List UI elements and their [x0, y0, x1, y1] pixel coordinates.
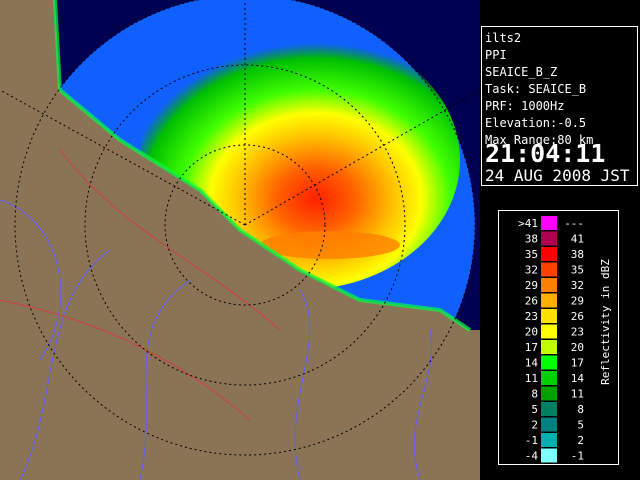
- legend-swatch: [541, 417, 557, 432]
- legend-low: 35: [525, 248, 538, 261]
- info-text: ilts2 PPI SEAICE_B_Z Task: SEAICE_B PRF: 100…: [485, 31, 630, 185]
- legend-box: [498, 210, 619, 465]
- legend-low: 17: [525, 341, 538, 354]
- legend-low: -1: [525, 434, 538, 447]
- info-line: Task: SEAICE_B: [485, 82, 586, 96]
- terrain: [0, 0, 480, 480]
- legend-high: 38: [571, 248, 584, 261]
- legend-swatch: [541, 231, 557, 246]
- coast-echo: [53, 0, 472, 332]
- legend-high: 8: [577, 403, 584, 416]
- legend-high: ---: [564, 217, 584, 230]
- legend-swatch: [541, 324, 557, 339]
- legend-high: 20: [571, 341, 584, 354]
- legend-low: 26: [525, 295, 538, 308]
- info-line: ilts2: [485, 31, 521, 45]
- legend-low: 14: [525, 357, 539, 370]
- legend-high: 35: [571, 264, 584, 277]
- legend-swatch: [541, 371, 557, 385]
- legend-swatch: [541, 355, 557, 370]
- legend-high: 14: [571, 372, 585, 385]
- legend-high: 32: [571, 279, 584, 292]
- legend-low: 32: [525, 264, 538, 277]
- range-rings: [0, 0, 481, 456]
- legend-low: 38: [525, 233, 538, 246]
- legend-high: 17: [571, 357, 584, 370]
- legend-swatch: [541, 216, 557, 230]
- legend-low: 8: [531, 388, 538, 401]
- legend-swatch: [541, 402, 557, 416]
- legend: >41 --- 38 41 35 38 32 35 29 32 26 29 23 26 20 23 17 20 14…: [518, 216, 584, 463]
- legend-high: 2: [577, 434, 584, 447]
- legend-swatch: [541, 278, 557, 292]
- legend-low: 29: [525, 279, 538, 292]
- legend-high: 11: [571, 388, 584, 401]
- info-line: PPI: [485, 48, 507, 62]
- legend-swatch: [541, 448, 557, 463]
- info-line: Max Range:80 km: [485, 133, 593, 147]
- legend-high: -1: [571, 450, 584, 463]
- legend-high: 23: [571, 326, 584, 339]
- legend-high: 41: [571, 233, 584, 246]
- legend-low: 2: [531, 419, 538, 432]
- legend-swatch: [541, 433, 557, 447]
- echo-band: [260, 231, 400, 259]
- info-line: SEAICE_B_Z: [485, 65, 557, 79]
- legend-low: >41: [518, 217, 538, 230]
- legend-swatch: [541, 386, 557, 401]
- legend-low: -4: [525, 450, 539, 463]
- legend-low: 11: [525, 372, 538, 385]
- date: 24 AUG 2008 JST: [485, 166, 630, 185]
- legend-swatch: [541, 309, 557, 323]
- info-box: [481, 26, 638, 186]
- legend-low: 20: [525, 326, 538, 339]
- legend-high: 5: [577, 419, 584, 432]
- legend-swatch: [541, 262, 557, 277]
- legend-low: 23: [525, 310, 538, 323]
- legend-low: 5: [531, 403, 538, 416]
- legend-swatch: [541, 247, 557, 261]
- legend-swatch: [541, 293, 557, 308]
- legend-high: 29: [571, 295, 584, 308]
- legend-swatch: [541, 340, 557, 354]
- info-line: Elevation:-0.5: [485, 116, 586, 130]
- info-line: PRF: 1000Hz: [485, 99, 564, 113]
- legend-high: 26: [571, 310, 584, 323]
- legend-title: Reflectivity in dBZ: [599, 259, 612, 385]
- time: 21:04:11: [485, 139, 605, 168]
